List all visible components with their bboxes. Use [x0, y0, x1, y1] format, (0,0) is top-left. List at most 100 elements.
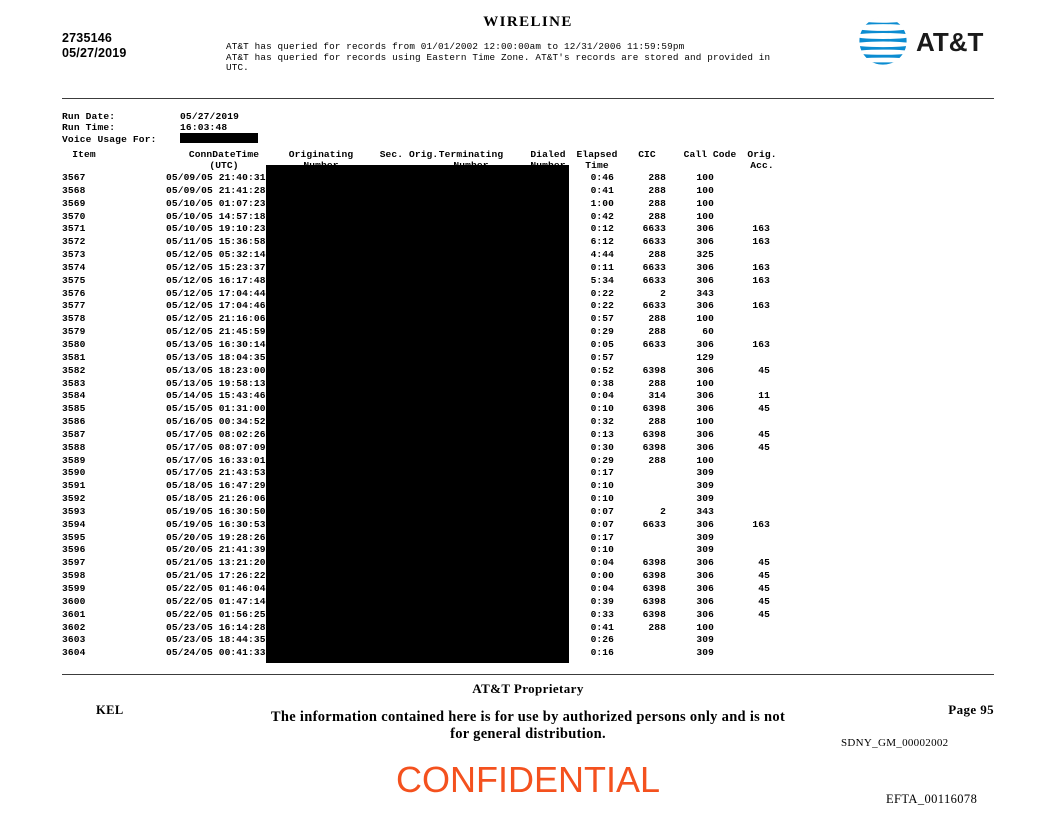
cell-elapsed-time: 0:17 — [590, 467, 614, 479]
cell-cic: 6398 — [642, 403, 666, 415]
cell-item: 3575 — [62, 274, 86, 286]
cell-cic: 288 — [648, 621, 666, 633]
cell-item: 3604 — [62, 647, 86, 659]
table-row: 3577 05/12/05 17:04:46 0:22 6633 306 163 — [62, 300, 994, 313]
query-line-3: UTC. — [226, 62, 249, 73]
table-row: 3586 05/16/05 00:34:52 0:32 288 100 — [62, 416, 994, 429]
cell-elapsed-time: 0:07 — [590, 518, 614, 530]
cell-item: 3592 — [62, 493, 86, 505]
table-row: 3604 05/24/05 00:41:33 0:16 309 — [62, 647, 994, 660]
table-row: 3573 05/12/05 05:32:14 4:44 288 325 — [62, 249, 994, 262]
cell-cic: 6633 — [642, 261, 666, 273]
cell-elapsed-time: 0:10 — [590, 544, 614, 556]
cell-elapsed-time: 0:10 — [590, 480, 614, 492]
cell-conndatetime: 05/12/05 15:23:37 — [166, 261, 266, 273]
cell-cic: 6633 — [642, 223, 666, 235]
table-row: 3567 05/09/05 21:40:31 0:46 288 100 — [62, 172, 994, 185]
cell-item: 3594 — [62, 518, 86, 530]
cell-elapsed-time: 0:10 — [590, 493, 614, 505]
cell-elapsed-time: 0:38 — [590, 377, 614, 389]
table-row: 3595 05/20/05 19:28:26 0:17 309 — [62, 532, 994, 545]
cell-call-code: 306 — [696, 274, 714, 286]
cell-conndatetime: 05/09/05 21:40:31 — [166, 172, 266, 183]
cell-orig-acc: 45 — [758, 608, 770, 620]
cell-elapsed-time: 0:30 — [590, 441, 614, 453]
cell-conndatetime: 05/12/05 17:04:46 — [166, 300, 266, 312]
cell-orig-acc: 45 — [758, 557, 770, 569]
cell-call-code: 60 — [702, 326, 714, 338]
cell-call-code: 309 — [696, 647, 714, 659]
cell-item: 3591 — [62, 480, 86, 492]
table-row: 3592 05/18/05 21:26:06 0:10 309 — [62, 493, 994, 506]
table-row: 3600 05/22/05 01:47:14 0:39 6398 306 45 — [62, 596, 994, 609]
column-header-item: Item — [72, 149, 96, 160]
table-row: 3584 05/14/05 15:43:46 0:04 314 306 11 — [62, 390, 994, 403]
cell-cic: 288 — [648, 197, 666, 209]
cell-conndatetime: 05/17/05 21:43:53 — [166, 467, 266, 479]
proprietary-notice: AT&T Proprietary — [472, 681, 584, 696]
cell-elapsed-time: 0:16 — [590, 647, 614, 659]
table-row: 3603 05/23/05 18:44:35 0:26 309 — [62, 634, 994, 647]
cell-orig-acc: 45 — [758, 364, 770, 376]
cell-orig-acc: 163 — [752, 236, 770, 248]
cell-elapsed-time: 0:04 — [590, 390, 614, 402]
cell-item: 3588 — [62, 441, 86, 453]
run-time-row: Run Time: 16:03:48 — [62, 121, 258, 134]
column-header-sec-orig: Sec. Orig. — [379, 149, 439, 160]
column-header-orig-acc: Orig. Acc. — [747, 149, 777, 171]
cell-call-code: 100 — [696, 210, 714, 222]
cell-cic: 288 — [648, 377, 666, 389]
cell-call-code: 306 — [696, 428, 714, 440]
cell-elapsed-time: 0:07 — [590, 505, 614, 517]
cell-cic: 288 — [648, 313, 666, 325]
cell-call-code: 306 — [696, 236, 714, 248]
cell-conndatetime: 05/23/05 18:44:35 — [166, 634, 266, 646]
cell-call-code: 100 — [696, 172, 714, 183]
cell-call-code: 306 — [696, 364, 714, 376]
cell-call-code: 100 — [696, 197, 714, 209]
cell-call-code: 306 — [696, 390, 714, 402]
cell-elapsed-time: 0:22 — [590, 287, 614, 299]
cell-item: 3569 — [62, 197, 86, 209]
cell-item: 3601 — [62, 608, 86, 620]
cell-cic: 288 — [648, 249, 666, 261]
cell-conndatetime: 05/22/05 01:56:25 — [166, 608, 266, 620]
table-row: 3597 05/21/05 13:21:20 0:04 6398 306 45 — [62, 557, 994, 570]
cell-elapsed-time: 0:04 — [590, 583, 614, 594]
run-time-value: 16:03:48 — [180, 121, 228, 133]
cell-item: 3576 — [62, 287, 86, 299]
call-records-table: Item ConnDateTime(UTC) OriginatingNumber… — [62, 149, 994, 660]
table-row: 3579 05/12/05 21:45:59 0:29 288 60 — [62, 326, 994, 339]
cell-item: 3599 — [62, 583, 86, 594]
cell-item: 3587 — [62, 428, 86, 440]
cell-item: 3585 — [62, 403, 86, 415]
cell-elapsed-time: 0:33 — [590, 608, 614, 620]
cell-elapsed-time: 0:22 — [590, 300, 614, 312]
cell-conndatetime: 05/13/05 18:04:35 — [166, 351, 266, 363]
cell-conndatetime: 05/21/05 13:21:20 — [166, 557, 266, 569]
cell-orig-acc: 11 — [758, 390, 770, 402]
cell-cic: 6398 — [642, 608, 666, 620]
cell-item: 3595 — [62, 531, 86, 543]
cell-item: 3567 — [62, 172, 86, 183]
cell-orig-acc: 45 — [758, 441, 770, 453]
cell-item: 3577 — [62, 300, 86, 312]
bates-number-primary: SDNY_GM_00002002 — [841, 737, 949, 749]
cell-cic: 6633 — [642, 274, 666, 286]
cell-call-code: 343 — [696, 287, 714, 299]
cell-conndatetime: 05/13/05 18:23:00 — [166, 364, 266, 376]
cell-cic: 2 — [660, 505, 666, 517]
cell-call-code: 325 — [696, 249, 714, 261]
cell-call-code: 306 — [696, 223, 714, 235]
cell-call-code: 306 — [696, 261, 714, 273]
cell-item: 3572 — [62, 236, 86, 248]
cell-orig-acc: 45 — [758, 595, 770, 607]
cell-item: 3593 — [62, 505, 86, 517]
cell-call-code: 306 — [696, 583, 714, 594]
table-row: 3568 05/09/05 21:41:28 0:41 288 100 — [62, 185, 994, 198]
cell-item: 3582 — [62, 364, 86, 376]
cell-call-code: 306 — [696, 608, 714, 620]
cell-orig-acc: 45 — [758, 583, 770, 594]
cell-item: 3573 — [62, 249, 86, 261]
